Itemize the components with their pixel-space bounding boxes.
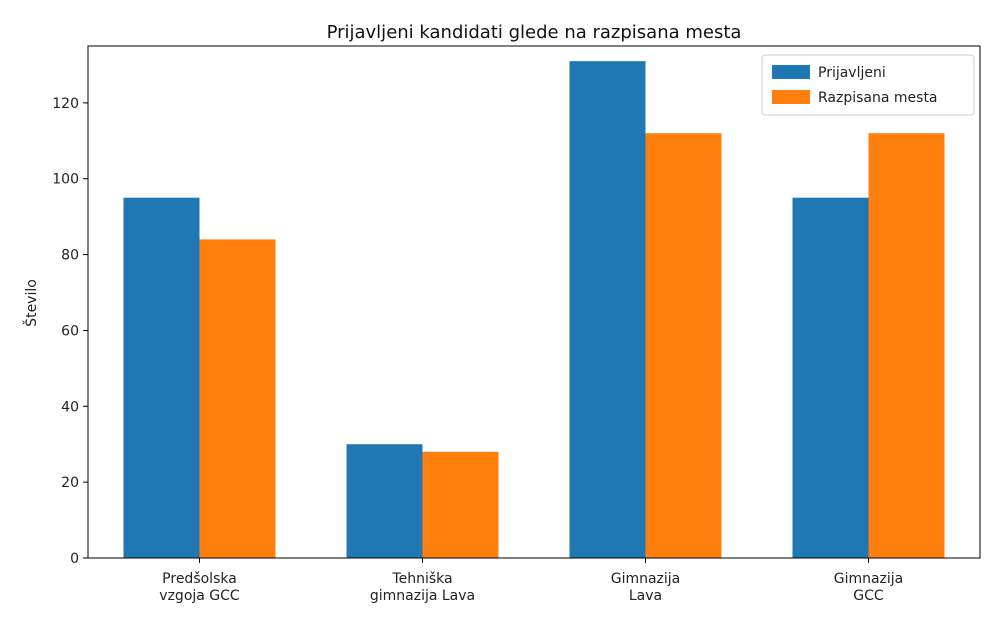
x-tick-label-2-0: Gimnazija bbox=[611, 571, 681, 587]
x-tick-label-3-1: GCC bbox=[853, 588, 884, 604]
y-tick-label-3: 60 bbox=[61, 323, 79, 339]
bar-prijavljeni-3 bbox=[792, 197, 869, 558]
x-tick-label-1-1: gimnazija Lava bbox=[370, 588, 475, 604]
y-tick-label-0: 0 bbox=[70, 551, 79, 567]
plot-frame bbox=[87, 45, 981, 559]
legend-swatch-razpisana-mesta bbox=[772, 90, 810, 104]
legend-box bbox=[761, 54, 975, 116]
bar-prijavljeni-1 bbox=[346, 444, 423, 558]
y-axis-label: Število bbox=[22, 279, 40, 327]
y-tick-label-4: 80 bbox=[61, 248, 79, 264]
legend-swatch-prijavljeni bbox=[772, 65, 810, 79]
bar-razpisana-mesta-0 bbox=[199, 239, 276, 558]
chart-title: Prijavljeni kandidati glede na razpisana… bbox=[327, 22, 742, 43]
x-tick-label-2-1: Lava bbox=[629, 588, 662, 604]
y-tick-label-1: 20 bbox=[61, 475, 79, 491]
x-tick-label-0-0: Predšolska bbox=[162, 571, 237, 587]
x-tick-label-3-0: Gimnazija bbox=[834, 571, 904, 587]
y-tick-label-6: 120 bbox=[52, 96, 79, 112]
y-tick-label-2: 40 bbox=[61, 399, 79, 415]
x-tick-label-1-0: Tehniška bbox=[391, 571, 452, 587]
bar-prijavljeni-2 bbox=[569, 61, 646, 558]
y-tick-label-5: 100 bbox=[52, 172, 79, 188]
bar-razpisana-mesta-2 bbox=[645, 133, 722, 559]
bar-prijavljeni-0 bbox=[123, 197, 200, 558]
legend-label-razpisana-mesta: Razpisana mesta bbox=[818, 90, 938, 106]
x-tick-label-0-1: vzgoja GCC bbox=[159, 588, 240, 604]
bar-razpisana-mesta-1 bbox=[422, 451, 499, 558]
legend-label-prijavljeni: Prijavljeni bbox=[818, 65, 886, 81]
bar-razpisana-mesta-3 bbox=[868, 133, 945, 559]
